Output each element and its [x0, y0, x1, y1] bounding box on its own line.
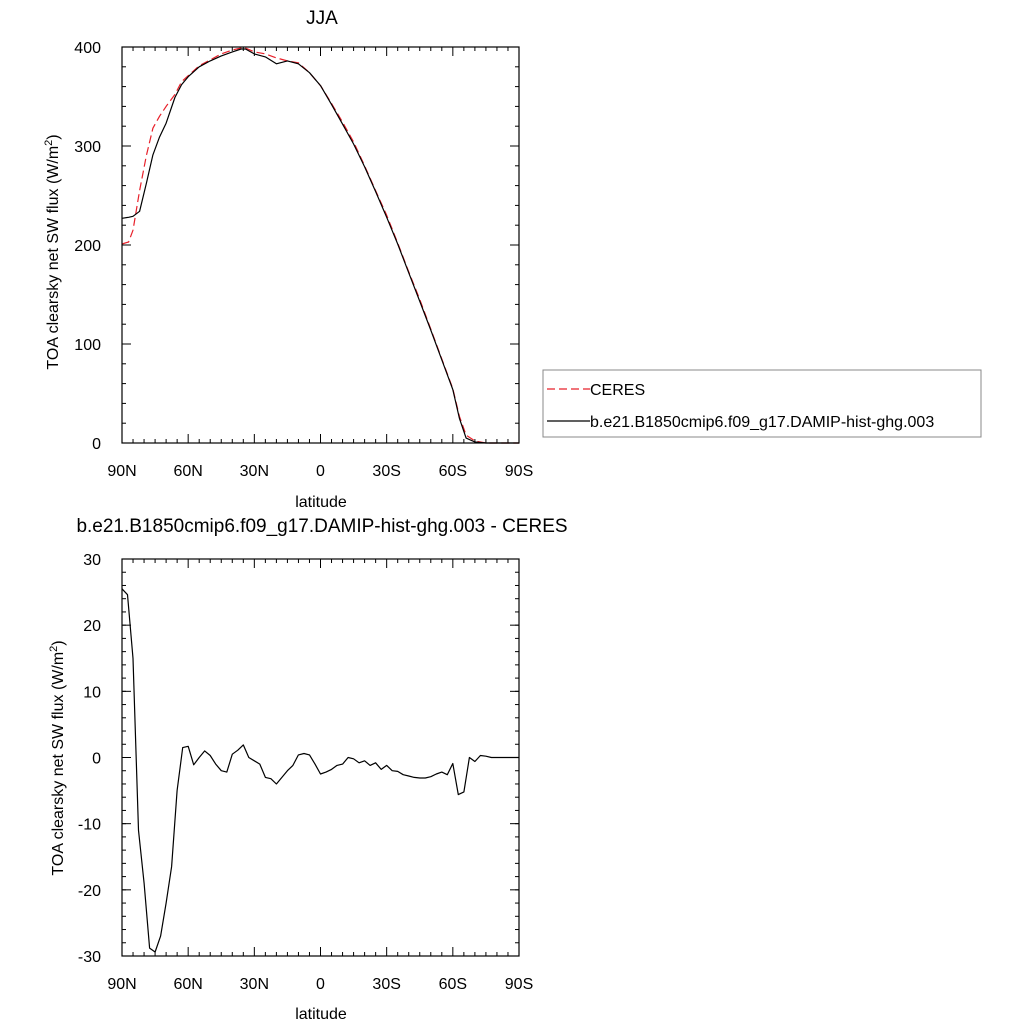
bottom-y-tick-label: -30 — [78, 949, 101, 966]
top-x-tick-label: 90N — [107, 463, 136, 480]
legend: CERES b.e21.B1850cmip6.f09_g17.DAMIP-his… — [542, 369, 982, 438]
bottom-series-layer — [121, 588, 519, 953]
bottom-x-tick-label: 90N — [107, 976, 136, 993]
top-y-tick-label: 300 — [74, 139, 101, 156]
top-axes: 90N 60N 30N 0 30S 60S 90S 0 100 200 300 400 — [74, 40, 533, 480]
bottom-x-tick-label: 60N — [173, 976, 202, 993]
bottom-panel: b.e21.B1850cmip6.f09_g17.DAMIP-hist-ghg.… — [48, 516, 568, 1023]
bottom-y-tick-label: -20 — [78, 883, 101, 900]
top-x-tick-label: 60S — [439, 463, 467, 480]
top-series-layer — [121, 47, 519, 444]
top-y-axis-label: TOA clearsky net SW flux (W/m2) — [43, 134, 62, 369]
top-plot-frame — [121, 46, 520, 444]
bottom-y-tick-label: -10 — [78, 817, 101, 834]
bottom-y-tick-label: 10 — [83, 684, 101, 701]
bottom-y-axis-label-sup: 2 — [48, 646, 60, 652]
top-series-line-0 — [121, 47, 519, 444]
bottom-axes: 90N 60N 30N 0 30S 60S 90S -30 -20 -10 0 10 20 30 — [78, 552, 533, 993]
bottom-x-tick-label: 60S — [439, 976, 467, 993]
legend-box — [542, 369, 982, 438]
top-panel: JJA 90N 60N 30N 0 30S 60S 90S 0 100 200 300 400 lat… — [43, 8, 533, 511]
bottom-x-tick-label: 90S — [505, 976, 533, 993]
top-y-tick-label: 0 — [92, 436, 101, 453]
top-y-axis-label-close: ) — [45, 134, 62, 139]
bottom-x-tick-label: 30S — [372, 976, 400, 993]
top-series-line-1 — [121, 48, 519, 444]
top-y-axis-label-sup: 2 — [43, 140, 55, 146]
bottom-y-axis-label-close: ) — [50, 640, 67, 645]
top-x-tick-label: 90S — [505, 463, 533, 480]
top-y-tick-label: 200 — [74, 238, 101, 255]
bottom-y-axis-label: TOA clearsky net SW flux (W/m2) — [48, 640, 67, 875]
bottom-x-tick-label: 30N — [240, 976, 269, 993]
bottom-y-axis-label-main: TOA clearsky net SW flux (W/m — [50, 652, 67, 876]
bottom-series-line-0 — [121, 588, 519, 953]
top-x-tick-label: 60N — [173, 463, 202, 480]
top-x-tick-label: 0 — [316, 463, 325, 480]
bottom-x-tick-label: 0 — [316, 976, 325, 993]
top-x-tick-label: 30S — [372, 463, 400, 480]
bottom-y-tick-label: 30 — [83, 552, 101, 569]
top-y-tick-label: 400 — [74, 40, 101, 57]
top-x-tick-label: 30N — [240, 463, 269, 480]
bottom-panel-title: b.e21.B1850cmip6.f09_g17.DAMIP-hist-ghg.… — [76, 516, 567, 537]
legend-ceres-label: CERES — [590, 382, 645, 399]
bottom-plot-frame — [121, 558, 520, 957]
legend-model-label: b.e21.B1850cmip6.f09_g17.DAMIP-hist-ghg.… — [590, 414, 934, 431]
top-y-axis-label-main: TOA clearsky net SW flux (W/m — [45, 146, 62, 370]
top-y-tick-label: 100 — [74, 337, 101, 354]
bottom-y-tick-label: 20 — [83, 618, 101, 635]
top-panel-title: JJA — [306, 8, 338, 29]
top-x-axis-label: latitude — [295, 494, 347, 511]
bottom-x-axis-label: latitude — [295, 1006, 347, 1023]
bottom-y-tick-label: 0 — [92, 751, 101, 768]
